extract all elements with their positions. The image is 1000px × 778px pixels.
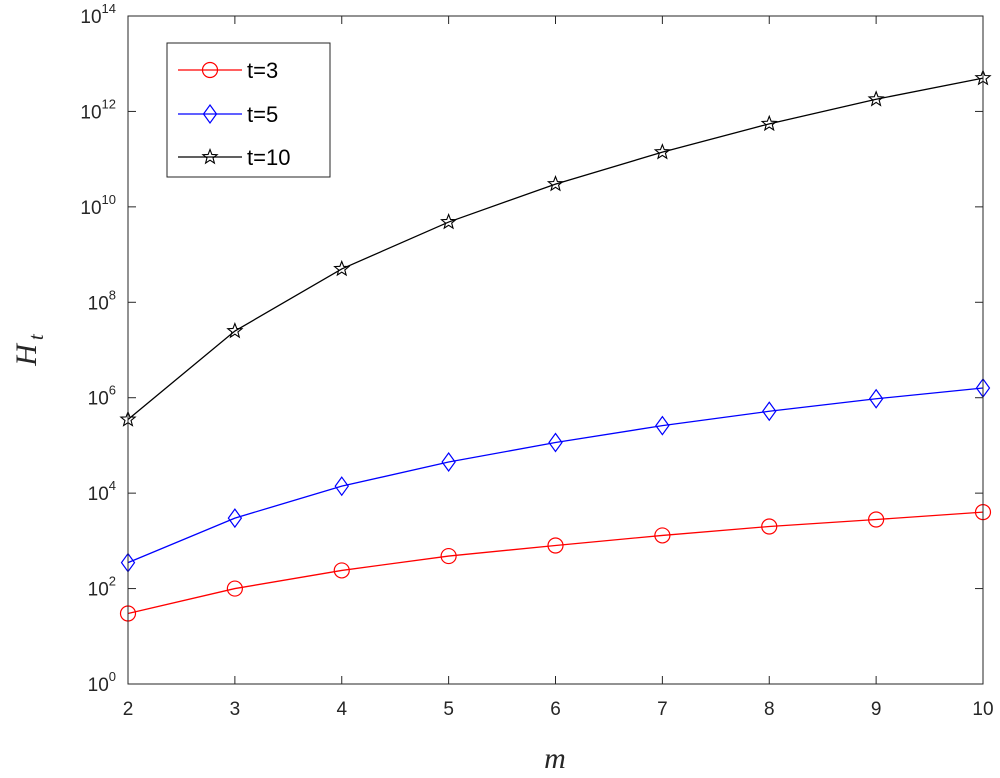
y-tick-label: 106 [88, 383, 116, 410]
tick-layer [127, 15, 984, 685]
x-tick-label: 2 [123, 699, 134, 720]
data-point [760, 114, 778, 132]
data-point [441, 451, 456, 473]
x-tick-labels: 2 3 4 5 6 7 8 9 10 [123, 699, 994, 720]
series-layer [119, 69, 992, 622]
x-tick-label: 9 [871, 699, 882, 720]
series-t=10 [119, 69, 992, 427]
legend-marker [201, 61, 219, 79]
data-point [654, 527, 671, 544]
x-tick-label: 4 [336, 699, 347, 720]
data-point [440, 213, 458, 230]
x-tick-label: 6 [550, 699, 561, 720]
data-point [333, 562, 350, 579]
legend-box [166, 42, 331, 178]
x-tick-label: 7 [657, 699, 668, 720]
series-line [127, 387, 984, 564]
y-tick-label: 100 [88, 669, 116, 696]
data-point [653, 143, 671, 160]
legend-label: t=10 [247, 145, 290, 170]
x-tick-label: 5 [443, 699, 454, 720]
x-tick-label: 3 [230, 699, 241, 720]
data-point [546, 175, 565, 192]
y-tick-label: 1012 [80, 96, 116, 123]
legend-label: t=5 [247, 102, 278, 127]
series-line [127, 77, 984, 420]
data-point [548, 432, 563, 453]
x-tick-label: 10 [972, 699, 993, 720]
y-tick-labels: 100 102 104 106 108 1010 1012 1014 [80, 1, 116, 696]
data-point [868, 388, 884, 409]
y-tick-label: 1014 [80, 1, 116, 28]
x-tick-label: 8 [764, 699, 775, 720]
legend-marker [201, 147, 219, 165]
y-tick-label: 1010 [80, 192, 116, 219]
legend-entry: t=10 [178, 145, 290, 170]
y-tick-label: 108 [88, 287, 116, 314]
legend-label: t=3 [247, 58, 278, 83]
legend-entry: t=3 [178, 58, 278, 83]
data-point [226, 580, 243, 597]
data-point [761, 518, 778, 535]
y-axis-title: Ht [10, 333, 48, 367]
series-line [127, 511, 984, 615]
data-point [547, 537, 564, 554]
legend-marker [202, 103, 218, 125]
legend: t=3 t=5 t=10 [166, 42, 331, 178]
data-point [226, 321, 244, 339]
data-point [334, 476, 349, 497]
data-point [333, 259, 351, 277]
data-point [227, 508, 243, 529]
data-point [868, 511, 885, 528]
x-axis-title: m [544, 742, 566, 775]
y-axis-title-main: H [10, 342, 43, 367]
data-point [867, 90, 885, 107]
y-axis-title-subscript: t [24, 333, 48, 340]
y-tick-label: 102 [88, 574, 116, 601]
data-point [655, 415, 670, 436]
data-point [762, 401, 777, 422]
y-tick-label: 104 [88, 478, 116, 505]
svg-text:Ht: Ht [10, 333, 48, 367]
data-point [440, 547, 457, 565]
legend-entry: t=5 [178, 102, 278, 127]
